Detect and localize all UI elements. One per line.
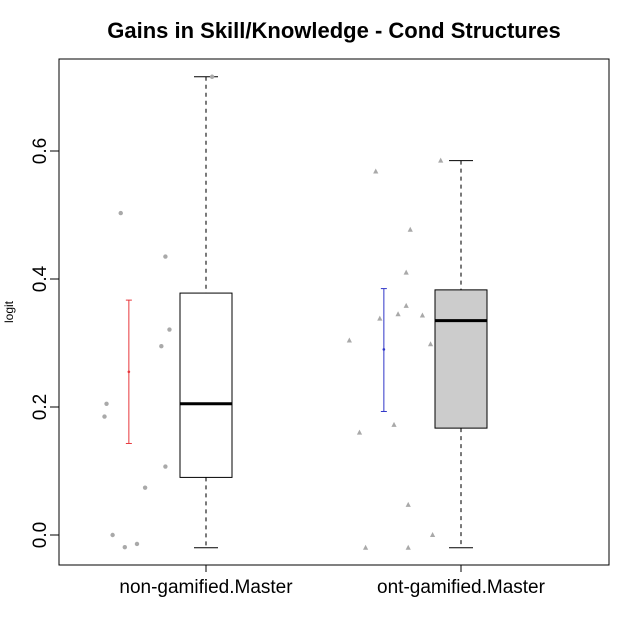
plot-layer: 0.0 0.2 0.4 0.6 non-gamified.Master ont-gamif… — [30, 74, 546, 598]
data-point — [102, 414, 107, 419]
data-point — [373, 168, 379, 174]
data-point — [362, 544, 369, 550]
data-point — [419, 312, 426, 318]
data-point — [134, 541, 140, 547]
data-point — [159, 344, 164, 349]
y-tick-label: 0.2 — [30, 394, 51, 420]
data-point — [209, 74, 215, 79]
data-point — [405, 544, 411, 550]
chart-title: Gains in Skill/Knowledge - Cond Structur… — [107, 18, 561, 43]
data-point — [403, 269, 409, 275]
data-point — [429, 532, 436, 537]
data-point — [407, 226, 413, 232]
data-point — [377, 315, 383, 321]
data-point — [118, 210, 123, 216]
data-point — [438, 157, 444, 163]
data-point — [122, 544, 128, 550]
ci-mean-point — [127, 370, 131, 374]
x-category-label: non-gamified.Master — [119, 577, 293, 598]
data-point — [391, 421, 397, 427]
box-iqr — [434, 289, 488, 429]
ci-mean-point — [382, 348, 386, 351]
data-point — [356, 429, 363, 435]
data-point — [110, 532, 115, 538]
x-category-label: ont-gamified.Master — [377, 577, 546, 598]
y-tick-label: 0.4 — [30, 265, 51, 292]
data-point — [167, 327, 172, 332]
data-point — [395, 311, 401, 317]
y-tick-label: 0.0 — [30, 522, 51, 548]
data-point — [104, 401, 109, 406]
y-tick-label: 0.6 — [30, 138, 51, 164]
plot-frame — [58, 58, 610, 566]
box-iqr — [179, 292, 233, 478]
data-point — [142, 485, 148, 490]
data-point — [163, 464, 168, 469]
data-point — [427, 341, 434, 347]
data-point — [163, 254, 168, 259]
data-point — [403, 302, 409, 308]
data-point — [405, 501, 411, 507]
data-point — [346, 337, 352, 343]
y-axis-label: logit — [2, 300, 16, 323]
